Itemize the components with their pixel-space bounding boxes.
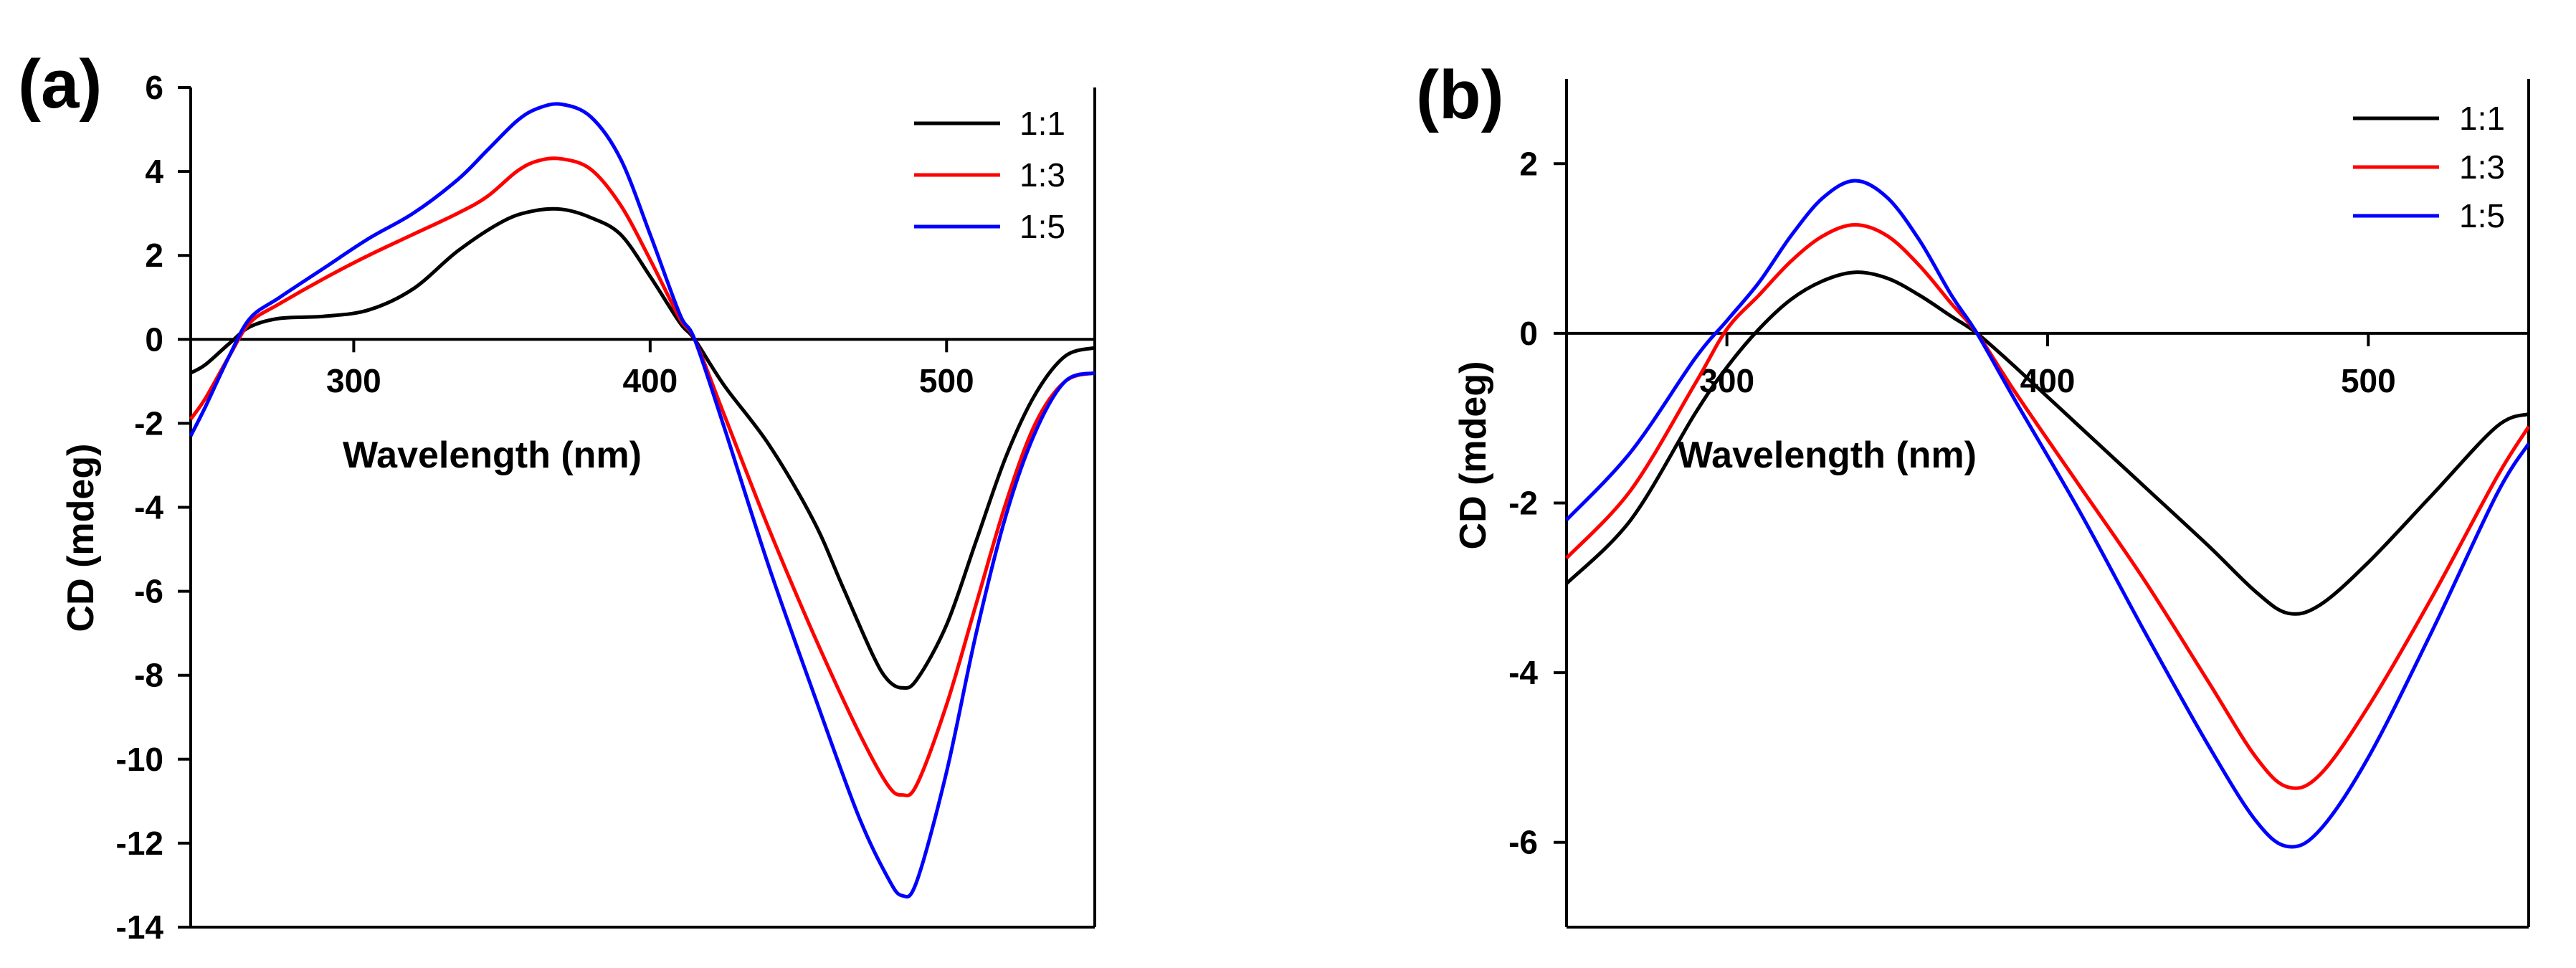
panel-a-x-tick-label: 400 xyxy=(622,362,678,399)
panel-a-x-tick-label: 300 xyxy=(326,362,381,399)
panel-a: (a) Wavelength (nm) CD (mdeg) 300 400 500 -… xyxy=(18,46,1096,946)
panel-a-y-tick-label: 4 xyxy=(145,153,163,190)
panel-b-y-tick-label: 0 xyxy=(1519,315,1538,352)
panel-a-y-tick-label: -8 xyxy=(134,657,163,694)
panel-a-label: (a) xyxy=(18,46,102,123)
panel-a-y-tick-label: -10 xyxy=(116,741,163,778)
panel-a-x-axis-title: Wavelength (nm) xyxy=(343,435,642,476)
panel-b-series-1-5-line xyxy=(1565,179,2531,849)
panel-a-series-1-5-line xyxy=(189,102,1095,899)
panel-b: (b) Wavelength (nm) CD (mdeg) 300 400 500-… xyxy=(1416,57,2531,929)
panel-a-y-tick-label: 6 xyxy=(145,69,163,106)
panel-a-y-tick-label: -4 xyxy=(134,489,163,526)
panel-b-y-tick-label: -2 xyxy=(1508,485,1538,522)
panel-a-legend-label-1-3: 1:3 xyxy=(1020,156,1065,194)
panel-a-legend-label-1-1: 1:1 xyxy=(1020,105,1065,142)
panel-b-x-axis-title: Wavelength (nm) xyxy=(1678,435,1977,476)
panel-b-y-tick-label: -6 xyxy=(1508,824,1538,861)
panel-b-y-tick-label: -4 xyxy=(1508,654,1538,691)
panel-b-x-tick-label: 500 xyxy=(2341,362,2396,399)
panel-a-y-tick-label: -6 xyxy=(134,573,163,610)
panel-a-y-tick-label: -2 xyxy=(134,404,163,442)
panel-b-legend-label-1-5: 1:5 xyxy=(2459,197,2505,234)
panel-a-series-1-3-line xyxy=(189,156,1095,797)
panel-a-y-tick-label: 2 xyxy=(145,237,163,274)
panel-a-y-axis-title: CD (mdeg) xyxy=(60,444,102,632)
panel-b-y-tick-label: 2 xyxy=(1519,145,1538,182)
panel-a-y-tick-label: -14 xyxy=(116,908,164,946)
panel-a-series-1-1-line xyxy=(189,207,1095,691)
panel-b-legend-label-1-1: 1:1 xyxy=(2459,100,2505,137)
panel-a-y-tick-label: 0 xyxy=(145,321,163,358)
panel-b-label: (b) xyxy=(1416,57,1504,133)
panel-b-series-1-1-line xyxy=(1565,270,2529,616)
panel-b-legend-label-1-3: 1:3 xyxy=(2459,148,2505,186)
panel-b-y-axis-title: CD (mdeg) xyxy=(1453,361,1494,550)
panel-a-x-tick-label: 500 xyxy=(919,362,974,399)
panel-a-y-tick-label: -12 xyxy=(116,825,163,862)
panel-a-legend-label-1-5: 1:5 xyxy=(1020,208,1065,245)
panel-b-series-1-3-line xyxy=(1565,223,2531,790)
